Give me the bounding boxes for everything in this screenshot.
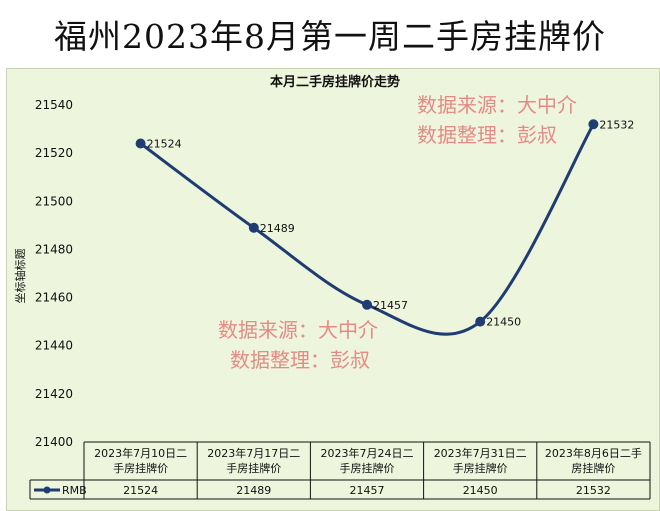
banner: 福州2023年8月第一周二手房挂牌价: [0, 0, 660, 68]
data-label: 21457: [373, 299, 408, 312]
y-tick-label: 21440: [35, 339, 73, 353]
data-label: 21450: [486, 316, 521, 329]
watermark-source: 数据来源：大中介: [417, 93, 577, 117]
series-line: [139, 123, 595, 336]
x-category-label: 手房挂牌价: [340, 461, 395, 475]
y-tick-label: 21460: [35, 291, 73, 305]
data-point: [475, 316, 486, 327]
y-tick-label: 21400: [35, 435, 73, 449]
x-category-label: 2023年8月6日二手: [545, 446, 642, 460]
data-point: [135, 138, 146, 149]
data-label: 21524: [147, 138, 182, 151]
table-value: 21450: [463, 484, 498, 497]
data-point: [588, 119, 599, 130]
x-category-label: 手房挂牌价: [453, 461, 508, 475]
data-point: [362, 299, 372, 310]
y-tick-label: 21480: [35, 242, 73, 256]
table-value: 21532: [576, 484, 611, 497]
watermarks: 数据来源：大中介 数据整理：彭叔 数据来源：大中介 数据整理：彭叔: [218, 93, 577, 372]
x-category-label: 2023年7月31日二: [434, 446, 527, 460]
x-category-label: 手房挂牌价: [113, 461, 168, 475]
x-category-label: 2023年7月24日二: [321, 446, 414, 460]
x-category-label: 房挂牌价: [571, 461, 615, 475]
legend-label: RMB: [62, 484, 87, 497]
watermark-source: 数据来源：大中介: [218, 318, 378, 342]
legend-marker: [43, 486, 51, 494]
y-tick-label: 21500: [35, 194, 73, 208]
data-table: 2023年7月10日二手房挂牌价2023年7月17日二手房挂牌价2023年7月2…: [29, 441, 651, 500]
x-category-label: 2023年7月10日二: [94, 446, 187, 460]
x-category-label: 手房挂牌价: [226, 461, 281, 475]
data-point: [248, 222, 259, 233]
y-axis-title: 坐标轴标题: [13, 249, 27, 304]
chart-area: [6, 68, 660, 511]
table-value: 21457: [350, 484, 385, 497]
data-label: 21532: [599, 118, 634, 131]
table-value: 21489: [236, 484, 271, 497]
y-tick-label: 21540: [35, 98, 73, 112]
table-value: 21524: [123, 484, 158, 497]
watermark-editor: 数据整理：彭叔: [417, 123, 557, 147]
x-category-label: 2023年7月17日二: [207, 446, 300, 460]
y-axis: 21400 21420 21440 21460 21480 21500 21520 21540: [35, 98, 73, 449]
chart-title: 本月二手房挂牌价走势: [270, 74, 400, 90]
y-tick-label: 21420: [35, 387, 73, 401]
watermark-editor: 数据整理：彭叔: [230, 348, 370, 372]
y-tick-label: 21520: [35, 146, 73, 160]
data-label: 21489: [260, 222, 295, 235]
banner-title: 福州2023年8月第一周二手房挂牌价: [54, 17, 606, 56]
data-points: 21524 21489 21457 21450 21532: [135, 118, 634, 329]
